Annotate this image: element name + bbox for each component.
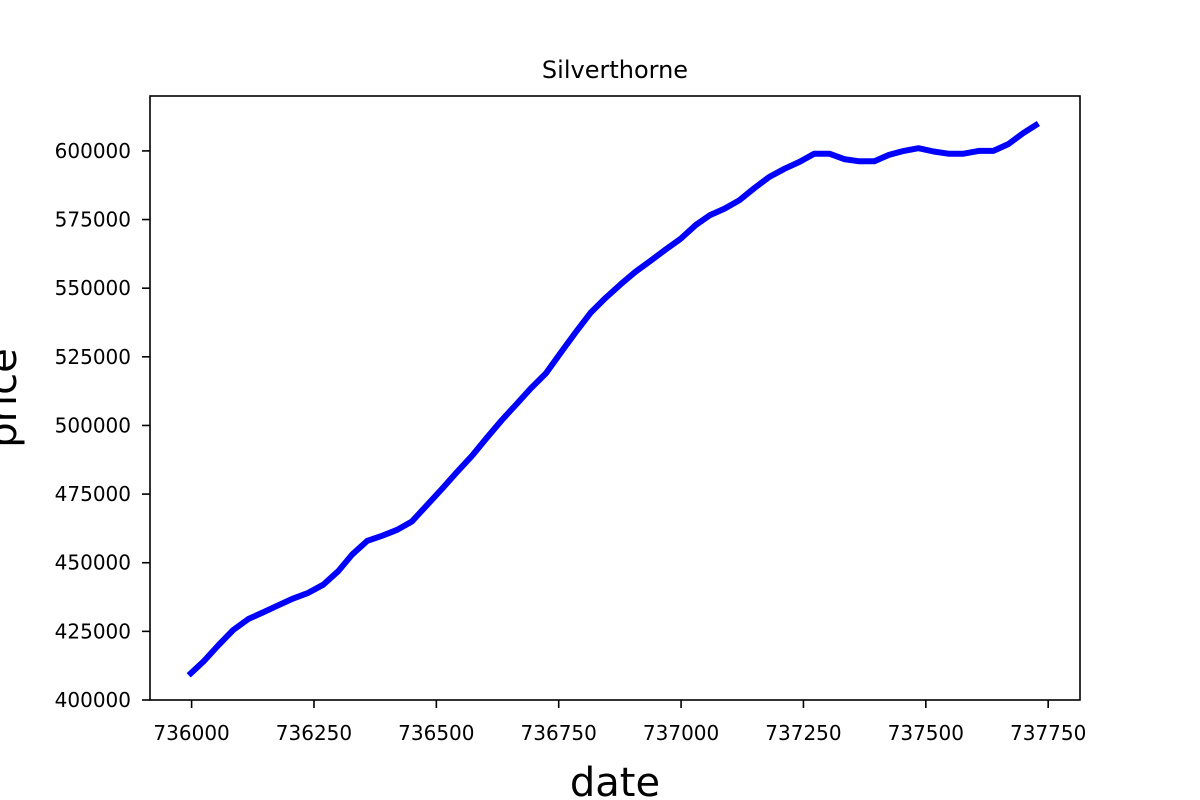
plot-frame bbox=[149, 95, 1081, 701]
y-tick-label: 500000 bbox=[55, 413, 131, 437]
y-tick-label: 450000 bbox=[55, 551, 131, 575]
y-axis: 400000 425000 450000 475000 500000 525000 5500… bbox=[55, 139, 150, 712]
y-tick-label: 575000 bbox=[55, 208, 131, 232]
x-tick-label: 737250 bbox=[765, 721, 841, 745]
x-axis: 736000 736250 736500 736750 737000 737250 7375… bbox=[153, 700, 1086, 745]
x-tick-label: 736750 bbox=[521, 721, 597, 745]
y-tick-label: 600000 bbox=[55, 139, 131, 163]
y-tick-label: 475000 bbox=[55, 482, 131, 506]
x-tick-label: 737750 bbox=[1010, 721, 1086, 745]
x-tick-label: 737500 bbox=[888, 721, 964, 745]
y-tick-label: 525000 bbox=[55, 345, 131, 369]
x-tick-label: 736250 bbox=[276, 721, 352, 745]
y-axis-label: price bbox=[0, 348, 26, 448]
series-layer bbox=[186, 120, 1041, 678]
y-tick-label: 550000 bbox=[55, 276, 131, 300]
y-tick-label: 425000 bbox=[55, 619, 131, 643]
y-tick-label: 400000 bbox=[55, 688, 131, 712]
x-tick-label: 736500 bbox=[398, 721, 474, 745]
chart-title: Silverthorne bbox=[542, 56, 688, 84]
x-axis-label: date bbox=[570, 760, 660, 800]
series-line-0 bbox=[186, 120, 1041, 678]
x-tick-label: 736000 bbox=[153, 721, 229, 745]
x-tick-label: 737000 bbox=[643, 721, 719, 745]
